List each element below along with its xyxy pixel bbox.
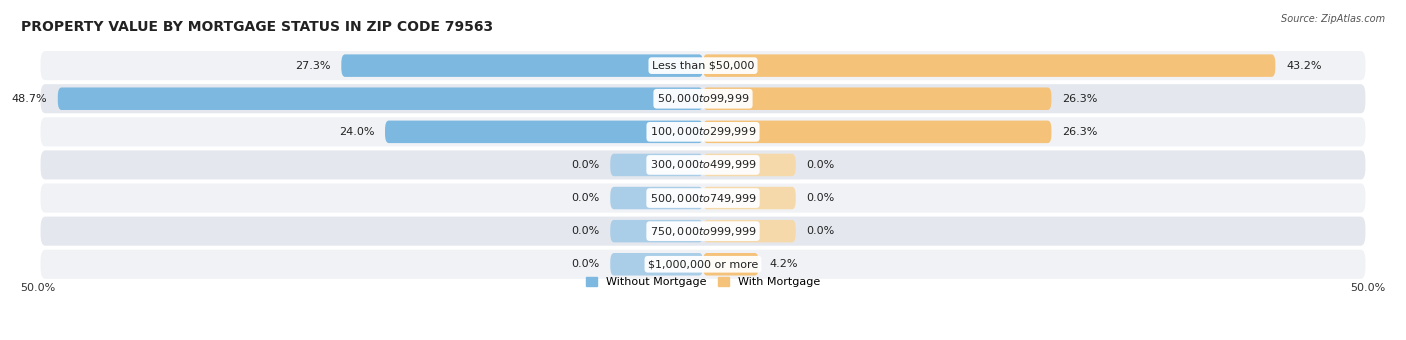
Text: 48.7%: 48.7% [11,94,48,104]
Text: 0.0%: 0.0% [571,160,599,170]
Text: 50.0%: 50.0% [21,283,56,293]
FancyBboxPatch shape [41,84,1365,113]
Text: PROPERTY VALUE BY MORTGAGE STATUS IN ZIP CODE 79563: PROPERTY VALUE BY MORTGAGE STATUS IN ZIP… [21,20,494,34]
FancyBboxPatch shape [703,253,759,275]
FancyBboxPatch shape [703,187,796,209]
Text: 0.0%: 0.0% [571,193,599,203]
FancyBboxPatch shape [610,154,703,176]
Text: 0.0%: 0.0% [571,226,599,236]
Text: 0.0%: 0.0% [807,160,835,170]
FancyBboxPatch shape [703,121,1052,143]
Text: 24.0%: 24.0% [339,127,374,137]
Text: 0.0%: 0.0% [571,259,599,269]
FancyBboxPatch shape [41,184,1365,212]
FancyBboxPatch shape [342,54,703,77]
Text: $750,000 to $999,999: $750,000 to $999,999 [650,225,756,238]
Text: $500,000 to $749,999: $500,000 to $749,999 [650,191,756,205]
FancyBboxPatch shape [703,87,1052,110]
Text: 0.0%: 0.0% [807,226,835,236]
Text: 43.2%: 43.2% [1286,61,1322,71]
Text: 0.0%: 0.0% [807,193,835,203]
FancyBboxPatch shape [41,117,1365,147]
Text: $50,000 to $99,999: $50,000 to $99,999 [657,92,749,105]
FancyBboxPatch shape [703,154,796,176]
FancyBboxPatch shape [610,187,703,209]
Text: 4.2%: 4.2% [769,259,797,269]
Text: $300,000 to $499,999: $300,000 to $499,999 [650,158,756,171]
Text: Source: ZipAtlas.com: Source: ZipAtlas.com [1281,14,1385,23]
Text: 26.3%: 26.3% [1062,127,1098,137]
Text: 50.0%: 50.0% [1350,283,1385,293]
Text: 27.3%: 27.3% [295,61,330,71]
Text: $1,000,000 or more: $1,000,000 or more [648,259,758,269]
FancyBboxPatch shape [41,150,1365,180]
FancyBboxPatch shape [610,220,703,242]
FancyBboxPatch shape [58,87,703,110]
FancyBboxPatch shape [41,51,1365,80]
FancyBboxPatch shape [703,220,796,242]
FancyBboxPatch shape [610,253,703,275]
FancyBboxPatch shape [703,54,1275,77]
Text: 26.3%: 26.3% [1062,94,1098,104]
FancyBboxPatch shape [385,121,703,143]
Text: $100,000 to $299,999: $100,000 to $299,999 [650,125,756,138]
FancyBboxPatch shape [41,250,1365,279]
FancyBboxPatch shape [41,217,1365,246]
Text: Less than $50,000: Less than $50,000 [652,61,754,71]
Legend: Without Mortgage, With Mortgage: Without Mortgage, With Mortgage [582,273,824,292]
